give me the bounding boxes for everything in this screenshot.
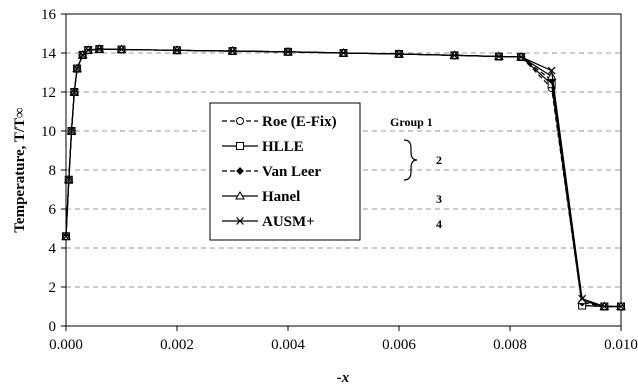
series-ausm [62,45,625,311]
data-point [450,51,459,60]
y-tick-label: 12 [41,85,56,101]
data-point [339,49,348,57]
x-tick-label: 0.000 [49,337,83,353]
group-label: 2 [436,153,442,167]
data-point [547,66,556,75]
y-tick-label: 0 [49,319,57,335]
data-point [600,302,609,311]
data-point [173,46,181,55]
data-point [95,45,104,54]
data-point [228,47,237,55]
x-tick-label: 0.002 [160,337,194,353]
grid-lines [66,52,621,288]
data-point [617,302,625,311]
group-label: 3 [436,192,442,206]
group-label: 4 [436,217,442,231]
data-point [236,142,244,150]
data-point [236,117,244,125]
legend-label: Van Leer [262,164,321,180]
legend-item: AUSM+ [222,214,315,230]
data-point [395,50,403,58]
data-point [73,64,82,73]
y-tick-label: 8 [49,163,57,179]
y-tick-label: 14 [41,46,57,62]
x-axis-title: -x [337,370,350,386]
data-point [84,46,93,54]
legend-item: HLLE [222,139,304,155]
data-point [284,47,292,56]
y-tick-label: 6 [49,202,57,218]
legend-label: Roe (E-Fix) [262,114,337,130]
data-point [64,175,73,184]
data-point [236,167,244,175]
x-tick-label: 0.008 [493,337,527,353]
data-point [235,190,245,200]
x-tick-label: 0.010 [604,337,638,353]
legend-item: Roe (E-Fix) [222,114,337,130]
data-point [517,52,526,61]
legend-item: Hanel [222,189,300,205]
y-axis-title: Temperature, T/T∞ [12,107,28,233]
data-point [546,71,557,80]
y-tick-label: 16 [41,7,57,23]
group-2-brace [403,139,418,181]
axes: 0 2 4 6 8 10 12 14 16 0.000 0.002 0.004 0.006 0.008 0.… [41,7,638,353]
x-tick-label: 0.006 [382,337,416,353]
data-point [578,294,587,303]
data-point [70,88,79,96]
y-tick-label: 2 [49,280,57,296]
y-tick-label: 4 [49,241,57,257]
legend-item: Van Leer [222,164,321,180]
y-tick-label: 10 [41,124,56,140]
legend-label: AUSM+ [262,214,315,230]
group-annotations: Group 1 2 3 4 [390,115,442,231]
group-label: Group 1 [390,115,433,129]
legend: Roe (E-Fix) HLLE Van Leer Hanel AUSM+ [209,102,361,241]
legend-label: HLLE [262,139,304,155]
data-point [494,52,503,61]
series-group [61,44,626,311]
legend-label: Hanel [262,189,300,205]
data-point [236,217,244,225]
data-point [117,45,126,54]
x-tick-label: 0.004 [271,337,305,353]
data-point [62,232,70,241]
data-point [67,127,76,135]
